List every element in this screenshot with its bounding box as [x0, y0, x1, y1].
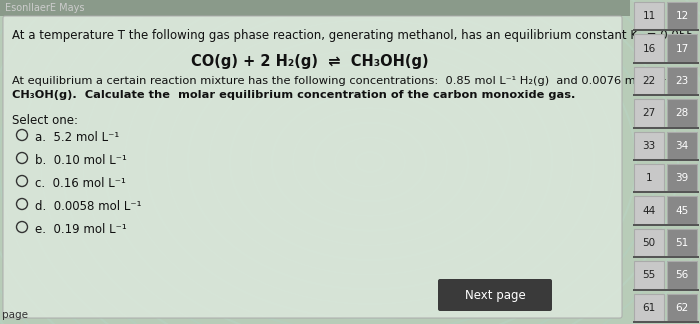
- Bar: [667, 132, 697, 159]
- Bar: [633, 256, 699, 258]
- Bar: [667, 229, 697, 256]
- Text: 56: 56: [676, 271, 689, 280]
- Bar: [633, 159, 699, 161]
- Bar: [634, 229, 664, 256]
- Bar: [633, 224, 699, 226]
- Text: 51: 51: [676, 238, 689, 248]
- Text: 12: 12: [676, 11, 689, 21]
- Text: c.  0.16 mol L⁻¹: c. 0.16 mol L⁻¹: [35, 177, 126, 190]
- Bar: [634, 99, 664, 127]
- Text: 28: 28: [676, 109, 689, 118]
- Text: EsonllaerE Mays: EsonllaerE Mays: [5, 3, 85, 13]
- Text: Next page: Next page: [465, 288, 526, 302]
- Text: 11: 11: [643, 11, 656, 21]
- Bar: [633, 289, 699, 291]
- Text: CO(g) + 2 H₂(g)  ⇌  CH₃OH(g): CO(g) + 2 H₂(g) ⇌ CH₃OH(g): [191, 54, 429, 69]
- Bar: [667, 196, 697, 224]
- Text: 23: 23: [676, 76, 689, 86]
- Bar: [633, 94, 699, 96]
- Text: 44: 44: [643, 206, 656, 215]
- FancyBboxPatch shape: [3, 16, 622, 318]
- Text: 33: 33: [643, 141, 656, 151]
- Text: 55: 55: [643, 271, 656, 280]
- Text: 1: 1: [645, 173, 652, 183]
- Bar: [667, 67, 697, 94]
- Bar: [634, 196, 664, 224]
- Bar: [667, 164, 697, 191]
- Bar: [634, 67, 664, 94]
- Text: 61: 61: [643, 303, 656, 313]
- Text: e.  0.19 mol L⁻¹: e. 0.19 mol L⁻¹: [35, 223, 127, 236]
- Text: 27: 27: [643, 109, 656, 118]
- Bar: [633, 127, 699, 129]
- Text: At a temperature T the following gas phase reaction, generating methanol, has an: At a temperature T the following gas pha…: [12, 29, 697, 42]
- Bar: [633, 29, 699, 31]
- Bar: [633, 321, 699, 323]
- FancyBboxPatch shape: [438, 279, 552, 311]
- Bar: [667, 294, 697, 321]
- Bar: [667, 2, 697, 29]
- Text: At equilibrium a certain reaction mixture has the following concentrations:  0.8: At equilibrium a certain reaction mixtur…: [12, 76, 666, 86]
- Bar: [667, 99, 697, 127]
- Text: 45: 45: [676, 206, 689, 215]
- Text: 34: 34: [676, 141, 689, 151]
- Text: page: page: [2, 310, 28, 320]
- Bar: [667, 261, 697, 289]
- Text: 62: 62: [676, 303, 689, 313]
- Text: 22: 22: [643, 76, 656, 86]
- Text: 17: 17: [676, 44, 689, 53]
- Bar: [634, 34, 664, 62]
- Bar: [667, 34, 697, 62]
- Bar: [633, 62, 699, 64]
- Bar: [633, 191, 699, 193]
- Bar: [634, 261, 664, 289]
- Text: a.  5.2 mol L⁻¹: a. 5.2 mol L⁻¹: [35, 131, 119, 144]
- Text: 50: 50: [643, 238, 656, 248]
- Text: b.  0.10 mol L⁻¹: b. 0.10 mol L⁻¹: [35, 154, 127, 167]
- Text: d.  0.0058 mol L⁻¹: d. 0.0058 mol L⁻¹: [35, 200, 141, 213]
- Bar: [634, 164, 664, 191]
- Bar: [0, 0, 630, 16]
- Text: CH₃OH(g).  Calculate the  molar equilibrium concentration of the carbon monoxide: CH₃OH(g). Calculate the molar equilibriu…: [12, 90, 575, 100]
- Text: 39: 39: [676, 173, 689, 183]
- Text: Select one:: Select one:: [12, 114, 78, 127]
- Bar: [634, 132, 664, 159]
- Bar: [634, 2, 664, 29]
- Bar: [634, 294, 664, 321]
- Text: 16: 16: [643, 44, 656, 53]
